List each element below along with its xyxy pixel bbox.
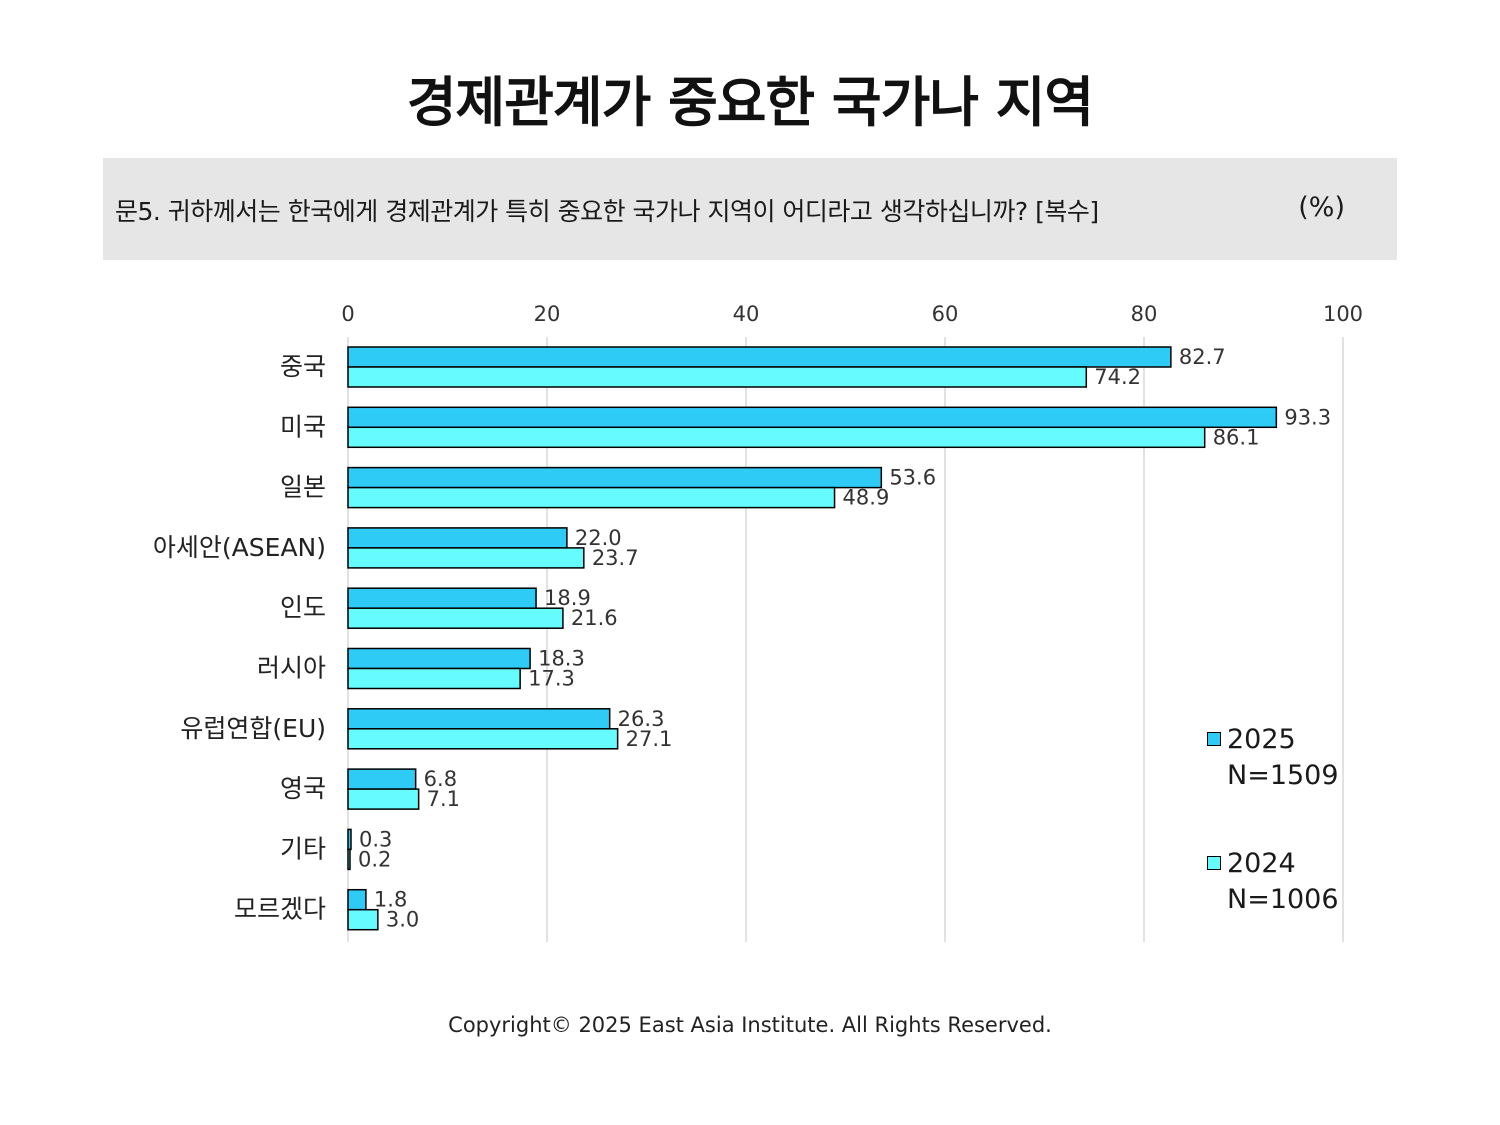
data-label-2025: 0.3 xyxy=(359,827,392,851)
legend-swatch-2024 xyxy=(1207,856,1221,870)
data-label-2024: 7.1 xyxy=(427,787,460,811)
category-label: 미국 xyxy=(280,412,326,441)
question-text: 문5. 귀하께서는 한국에게 경제관계가 특히 중요한 국가나 지역이 어디라고… xyxy=(115,197,1099,226)
x-tick-label: 80 xyxy=(1131,302,1158,326)
data-label-2024: 23.7 xyxy=(592,546,639,570)
data-label-2025: 53.6 xyxy=(889,466,936,490)
x-tick-label: 0 xyxy=(341,302,354,326)
bar-2024 xyxy=(347,607,564,629)
category-label: 영국 xyxy=(280,774,326,803)
bar-2025 xyxy=(347,587,537,609)
category-label: 기타 xyxy=(280,834,326,863)
data-label-2025: 93.3 xyxy=(1284,405,1331,429)
data-label-2024: 27.1 xyxy=(626,727,673,751)
data-label-2024: 21.6 xyxy=(571,606,618,630)
data-label-2024: 3.0 xyxy=(386,908,419,932)
legend-n-2025: N=1509 xyxy=(1227,760,1339,791)
question-box: 문5. 귀하께서는 한국에게 경제관계가 특히 중요한 국가나 지역이 어디라고… xyxy=(103,158,1397,260)
copyright-text: Copyright© 2025 East Asia Institute. All… xyxy=(448,1013,1052,1037)
bar-2025 xyxy=(347,828,352,851)
bar-2025 xyxy=(347,708,611,730)
bar-2024 xyxy=(347,728,619,750)
data-label-2025: 18.9 xyxy=(544,586,591,610)
bar-2025 xyxy=(347,346,1172,368)
bar-chart: 0 20 40 60 80 100 중국 82.7 74.2 미국 93.3 86.1 일본 53.648… xyxy=(153,302,1363,942)
category-label: 모르겠다 xyxy=(234,895,326,924)
category-label: 러시아 xyxy=(257,654,326,683)
data-label-2025: 26.3 xyxy=(618,707,665,731)
category-label: 일본 xyxy=(280,473,326,502)
x-tick-label: 100 xyxy=(1323,302,1363,326)
bar-2024 xyxy=(347,486,836,509)
bar-2025 xyxy=(347,466,883,489)
legend-swatch-2025 xyxy=(1207,732,1221,746)
data-label-2025: 18.3 xyxy=(538,647,585,671)
category-label: 아세안(ASEAN) xyxy=(153,533,326,562)
bar-2024 xyxy=(347,788,420,810)
bar-2024 xyxy=(347,667,521,690)
bar-2025 xyxy=(347,527,568,549)
data-label-2025: 22.0 xyxy=(575,526,622,550)
bar-2024 xyxy=(347,426,1206,449)
bar-2025 xyxy=(347,768,417,790)
bar-2025 xyxy=(347,406,1278,429)
chart-title: 경제관계가 중요한 국가나 지역 xyxy=(406,71,1094,134)
legend-label-2025: 2025 N=1509 xyxy=(1227,722,1339,794)
category-label: 중국 xyxy=(280,352,326,381)
x-tick-label: 40 xyxy=(733,302,760,326)
bar-2025 xyxy=(347,647,531,670)
data-label-2024: 17.3 xyxy=(528,667,575,691)
category-label: 인도 xyxy=(280,593,326,622)
data-label-2025: 1.8 xyxy=(374,888,407,912)
data-label-2025: 6.8 xyxy=(424,767,457,791)
bar-2025 xyxy=(347,888,367,911)
legend-n-2024: N=1006 xyxy=(1227,884,1339,915)
data-label-2025: 82.7 xyxy=(1179,345,1226,369)
unit-label: (%) xyxy=(1298,192,1345,223)
data-label-2024: 86.1 xyxy=(1213,425,1260,449)
category-label: 유럽연합(EU) xyxy=(180,714,326,743)
data-label-2024: 74.2 xyxy=(1094,365,1141,389)
legend-label-2024: 2024 N=1006 xyxy=(1227,846,1339,918)
legend-year-2025: 2025 xyxy=(1227,724,1296,755)
bar-2024 xyxy=(347,848,351,871)
legend-year-2024: 2024 xyxy=(1227,848,1296,879)
x-tick-label: 20 xyxy=(534,302,561,326)
data-label-2024: 48.9 xyxy=(843,486,890,510)
bar-2024 xyxy=(347,908,379,931)
bar-2024 xyxy=(347,366,1088,388)
data-label-2024: 0.2 xyxy=(358,847,391,871)
bar-2024 xyxy=(347,547,585,569)
x-tick-label: 60 xyxy=(932,302,959,326)
